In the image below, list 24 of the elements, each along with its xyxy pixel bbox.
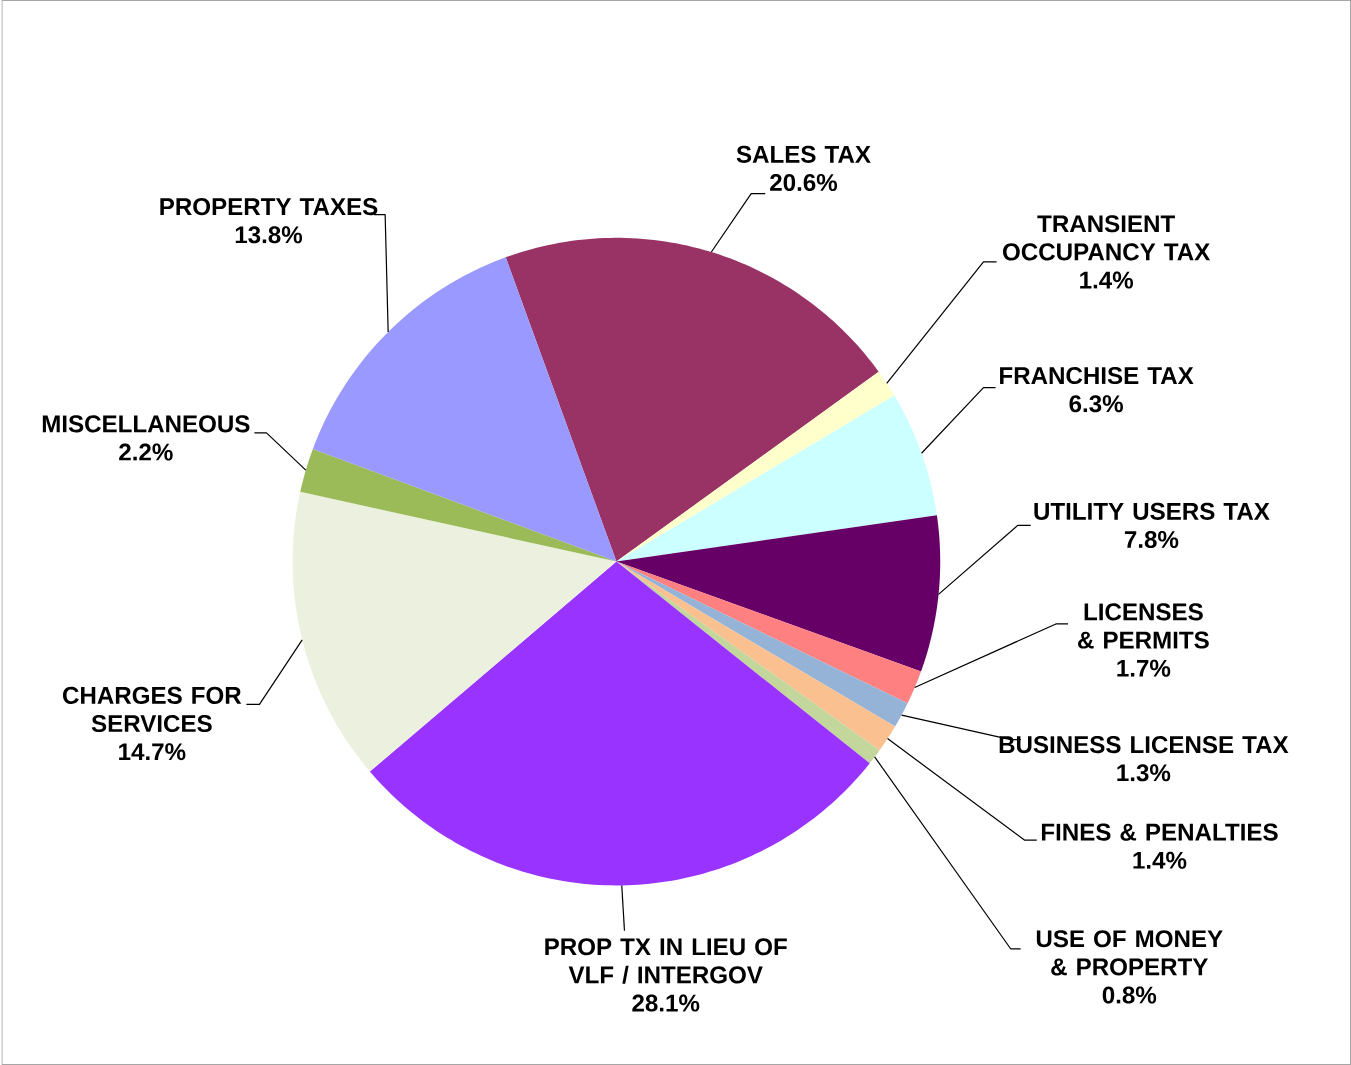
- slice-label: FINES & PENALTIES: [1041, 823, 1278, 841]
- data-label: 1.7%: [1117, 659, 1171, 677]
- data-label: 1.4%: [1133, 851, 1187, 869]
- data-label: 6.3%: [1069, 395, 1123, 413]
- data-label: 14.7%: [119, 743, 186, 761]
- slice-label: FRANCHISE TAX: [1000, 367, 1194, 385]
- data-label: 7.8%: [1124, 530, 1179, 549]
- slice-label: CHARGES FOR SERVICES: [63, 686, 242, 733]
- data-label: 28.1%: [632, 994, 700, 1012]
- slice-label: TRANSIENT OCCUPANCY TAX: [1003, 215, 1211, 261]
- data-label: 20.6%: [770, 174, 838, 192]
- slice-label: BUSINESS LICENSE TAX: [999, 736, 1289, 754]
- slice-label: PROP TX IN LIEU OF VLF / INTERGOV: [545, 938, 787, 984]
- data-label: 2.2%: [119, 443, 173, 461]
- data-label: 1.3%: [1117, 764, 1171, 782]
- slice-label: SALES TAX: [736, 145, 871, 163]
- data-label: 1.4%: [1080, 271, 1134, 289]
- data-label: 0.8%: [1102, 986, 1157, 1004]
- data-label: 13.8%: [235, 226, 303, 244]
- slice-label: LICENSES & PERMITS: [1078, 603, 1209, 649]
- slice-label: MISCELLANEOUS: [42, 415, 250, 433]
- slice-label: USE OF MONEY & PROPERTY: [1036, 930, 1223, 976]
- slice-label: PROPERTY TAXES: [160, 198, 378, 216]
- slice-label: UTILITY USERS TAX: [1034, 502, 1270, 520]
